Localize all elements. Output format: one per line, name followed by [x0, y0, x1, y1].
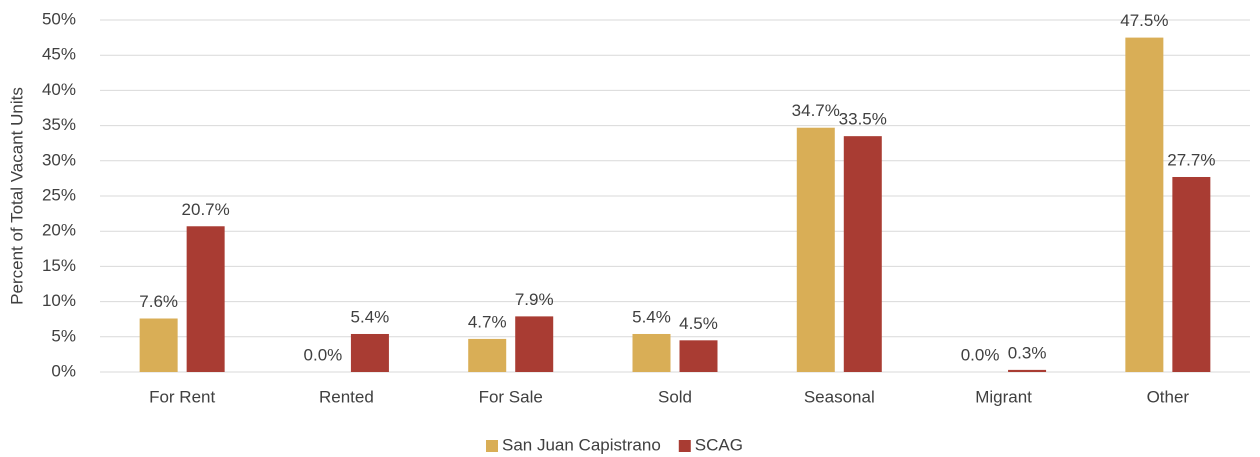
bar — [515, 316, 554, 372]
bar — [679, 340, 718, 372]
y-tick-label: 15% — [42, 256, 76, 275]
x-tick-label: For Sale — [479, 387, 543, 406]
data-label: 4.7% — [468, 312, 507, 331]
bar — [796, 127, 835, 372]
y-tick-label: 5% — [51, 326, 76, 345]
y-tick-label: 10% — [42, 291, 76, 310]
bar — [350, 333, 389, 372]
data-label: 7.9% — [515, 290, 554, 309]
y-tick-label: 40% — [42, 80, 76, 99]
bar — [186, 226, 225, 372]
y-tick-label: 25% — [42, 185, 76, 204]
x-tick-label: Rented — [319, 387, 374, 406]
bar — [139, 318, 178, 372]
x-tick-label: Seasonal — [804, 387, 875, 406]
bar — [1125, 37, 1164, 372]
x-tick-label: For Rent — [149, 387, 215, 406]
y-tick-label: 50% — [42, 9, 76, 28]
bar — [632, 333, 671, 372]
x-tick-label: Other — [1147, 387, 1190, 406]
y-tick-label: 0% — [51, 361, 76, 380]
data-label: 33.5% — [839, 110, 887, 129]
bar — [1172, 176, 1211, 372]
legend-swatch — [486, 440, 498, 452]
y-tick-label: 20% — [42, 221, 76, 240]
data-label: 0.3% — [1008, 343, 1047, 362]
data-label: 34.7% — [792, 101, 840, 120]
bar — [468, 338, 507, 372]
data-label: 0.0% — [304, 345, 343, 364]
y-axis-title: Percent of Total Vacant Units — [7, 87, 26, 305]
y-tick-label: 45% — [42, 45, 76, 64]
data-label: 47.5% — [1120, 11, 1168, 30]
legend-label: San Juan Capistrano — [502, 435, 661, 454]
legend-label: SCAG — [695, 435, 743, 454]
bar — [1008, 369, 1047, 372]
data-label: 5.4% — [351, 307, 390, 326]
data-label: 20.7% — [182, 200, 230, 219]
data-label: 7.6% — [139, 292, 178, 311]
x-tick-label: Sold — [658, 387, 692, 406]
data-label: 5.4% — [632, 307, 671, 326]
x-tick-label: Migrant — [975, 387, 1032, 406]
data-label: 0.0% — [961, 345, 1000, 364]
y-tick-label: 35% — [42, 115, 76, 134]
bar — [843, 136, 882, 372]
data-label: 4.5% — [679, 314, 718, 333]
y-tick-label: 30% — [42, 150, 76, 169]
legend-swatch — [678, 440, 691, 452]
data-label: 27.7% — [1167, 150, 1215, 169]
